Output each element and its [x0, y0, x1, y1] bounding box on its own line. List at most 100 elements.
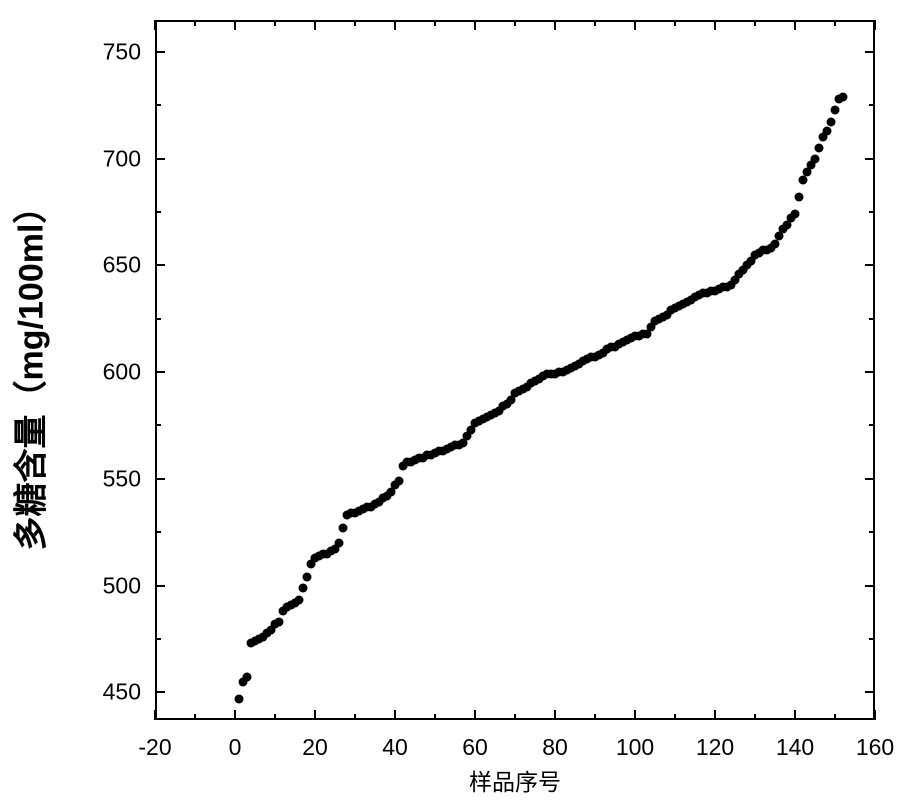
data-point [771, 240, 780, 249]
x-axis-label: 样品序号 [155, 763, 875, 797]
x-tick-mark [634, 20, 636, 30]
plot-area: 450500550600650700750-200204060801001201… [155, 20, 875, 720]
x-minor-tick-mark [274, 714, 276, 720]
y-tick-label: 550 [103, 465, 155, 492]
x-tick-label: 60 [462, 720, 488, 761]
x-tick-mark [394, 710, 396, 720]
x-minor-tick-mark [434, 714, 436, 720]
x-minor-tick-mark [594, 20, 596, 26]
x-tick-label: 0 [229, 720, 242, 761]
x-tick-mark [474, 710, 476, 720]
x-tick-mark [554, 710, 556, 720]
data-point [795, 193, 804, 202]
x-tick-mark [794, 710, 796, 720]
data-point [295, 596, 304, 605]
y-tick-mark [865, 585, 875, 587]
y-minor-tick-mark [155, 531, 161, 533]
y-axis-label: 多糖含量（mg/100ml） [4, 20, 53, 720]
y-tick-label: 750 [103, 39, 155, 66]
data-point [827, 118, 836, 127]
x-minor-tick-mark [354, 714, 356, 720]
data-point [823, 126, 832, 135]
y-tick-mark [155, 371, 165, 373]
x-minor-tick-mark [274, 20, 276, 26]
x-minor-tick-mark [354, 20, 356, 26]
y-minor-tick-mark [869, 531, 875, 533]
y-tick-label: 600 [103, 359, 155, 386]
x-tick-mark [154, 710, 156, 720]
x-tick-label: 80 [542, 720, 568, 761]
x-tick-mark [234, 710, 236, 720]
data-point [235, 694, 244, 703]
figure: 多糖含量（mg/100ml） 样品序号 45050055060065070075… [0, 0, 908, 805]
y-tick-label: 700 [103, 145, 155, 172]
x-minor-tick-mark [194, 714, 196, 720]
data-point [339, 523, 348, 532]
data-point [299, 583, 308, 592]
x-minor-tick-mark [194, 20, 196, 26]
y-minor-tick-mark [869, 424, 875, 426]
x-tick-label: 140 [776, 720, 814, 761]
x-tick-mark [474, 20, 476, 30]
y-minor-tick-mark [869, 104, 875, 106]
y-minor-tick-mark [155, 104, 161, 106]
y-minor-tick-mark [869, 211, 875, 213]
y-minor-tick-mark [155, 638, 161, 640]
data-point [395, 476, 404, 485]
x-tick-mark [154, 20, 156, 30]
x-tick-mark [554, 20, 556, 30]
y-tick-mark [865, 51, 875, 53]
x-minor-tick-mark [834, 20, 836, 26]
x-minor-tick-mark [434, 20, 436, 26]
x-minor-tick-mark [514, 714, 516, 720]
data-point [811, 154, 820, 163]
y-tick-mark [155, 585, 165, 587]
x-tick-mark [714, 20, 716, 30]
y-tick-mark [865, 371, 875, 373]
x-tick-label: 160 [856, 720, 894, 761]
x-tick-mark [394, 20, 396, 30]
data-point [275, 617, 284, 626]
y-tick-mark [155, 478, 165, 480]
x-tick-label: -20 [138, 720, 171, 761]
y-minor-tick-mark [155, 318, 161, 320]
x-tick-mark [634, 710, 636, 720]
y-tick-mark [865, 158, 875, 160]
data-point [303, 573, 312, 582]
y-tick-mark [155, 51, 165, 53]
x-tick-mark [794, 20, 796, 30]
y-tick-label: 450 [103, 679, 155, 706]
data-point [799, 176, 808, 185]
data-point [831, 105, 840, 114]
x-minor-tick-mark [754, 20, 756, 26]
x-minor-tick-mark [594, 714, 596, 720]
y-minor-tick-mark [155, 424, 161, 426]
y-minor-tick-mark [869, 318, 875, 320]
y-tick-label: 650 [103, 252, 155, 279]
data-point [815, 144, 824, 153]
x-tick-mark [234, 20, 236, 30]
x-tick-mark [714, 710, 716, 720]
x-minor-tick-mark [514, 20, 516, 26]
x-tick-mark [314, 710, 316, 720]
x-tick-label: 20 [302, 720, 328, 761]
data-point [243, 673, 252, 682]
x-tick-mark [874, 20, 876, 30]
x-tick-label: 120 [696, 720, 734, 761]
y-minor-tick-mark [155, 211, 161, 213]
x-tick-label: 100 [616, 720, 654, 761]
y-tick-mark [865, 478, 875, 480]
x-minor-tick-mark [674, 20, 676, 26]
y-minor-tick-mark [869, 638, 875, 640]
x-minor-tick-mark [674, 714, 676, 720]
y-tick-mark [865, 691, 875, 693]
y-tick-label: 500 [103, 572, 155, 599]
x-minor-tick-mark [754, 714, 756, 720]
y-tick-mark [865, 264, 875, 266]
x-tick-mark [314, 20, 316, 30]
x-tick-mark [874, 710, 876, 720]
plot-border [155, 20, 875, 720]
data-point [791, 210, 800, 219]
data-point [335, 538, 344, 547]
x-minor-tick-mark [834, 714, 836, 720]
